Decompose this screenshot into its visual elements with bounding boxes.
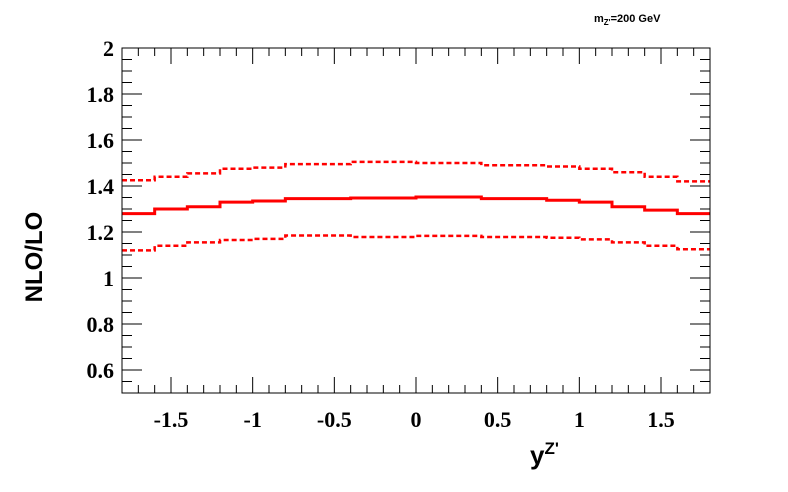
x-axis-title: yZ' [530, 439, 559, 470]
x-axis-title-main: y [530, 440, 545, 470]
y-axis-title: NLO/LO [21, 212, 48, 303]
y-tick-label: 0.6 [87, 358, 115, 383]
y-tick-label: 1.8 [87, 82, 115, 107]
x-axis-title-sup: Z' [544, 439, 558, 458]
ticks-layer [121, 47, 711, 394]
mass-annotation-sub: Z' [604, 18, 611, 27]
x-tick-label: -1 [244, 407, 262, 432]
y-tick-label: 1.2 [87, 220, 115, 245]
mass-annotation-main: m [594, 13, 604, 25]
x-tick-label: -0.5 [317, 407, 352, 432]
x-tick-label: 1 [574, 407, 585, 432]
y-tick-label: 1.6 [87, 128, 115, 153]
x-tick-label: 0.5 [484, 407, 512, 432]
tick-labels-layer: -1.5 -1 -0.5 0 0.5 1 1.5 0.6 0.8 1 1.2 1.4 1.6 1.8 2 [87, 36, 675, 432]
y-tick-label: 2 [103, 36, 114, 61]
y-tick-label: 0.8 [87, 312, 115, 337]
series-line-0 [122, 195, 710, 216]
x-tick-label: 0 [411, 407, 422, 432]
mass-annotation: mZ'=200 GeV [594, 13, 661, 27]
y-tick-label: 1 [103, 266, 114, 291]
series-line-1 [122, 160, 710, 183]
mass-annotation-rest: =200 GeV [611, 13, 662, 25]
y-tick-label: 1.4 [87, 174, 115, 199]
series-line-2 [122, 234, 710, 252]
series-layer [122, 160, 710, 252]
x-tick-label: 1.5 [647, 407, 675, 432]
x-tick-label: -1.5 [154, 407, 189, 432]
plot-frame [121, 47, 711, 394]
